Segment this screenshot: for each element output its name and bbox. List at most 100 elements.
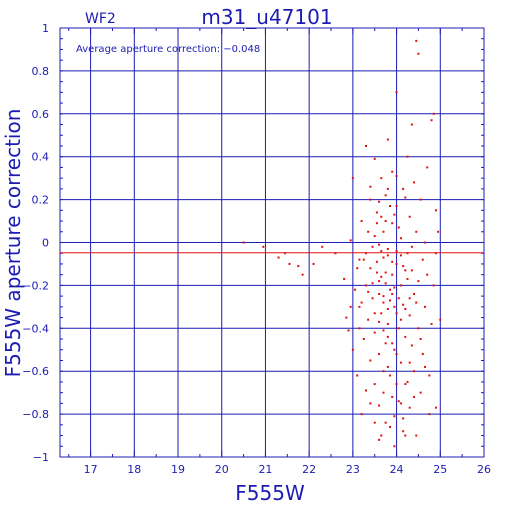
data-point xyxy=(371,297,374,300)
chart-title: m31_u47101 xyxy=(201,5,332,29)
grid xyxy=(59,27,485,458)
data-point xyxy=(423,305,426,308)
data-point xyxy=(402,303,405,306)
y-tick-label: −0.4 xyxy=(22,322,49,335)
data-point xyxy=(410,344,413,347)
x-tick-label: 20 xyxy=(215,463,229,476)
data-point xyxy=(393,445,396,448)
y-tick-label: −1 xyxy=(33,451,49,464)
data-point xyxy=(360,220,363,223)
data-point xyxy=(362,258,365,261)
y-tick-label: 0.4 xyxy=(32,151,50,164)
data-point xyxy=(397,297,400,300)
data-point xyxy=(432,284,435,287)
data-point xyxy=(371,245,374,248)
data-point xyxy=(384,194,387,197)
data-point xyxy=(413,370,416,373)
data-point xyxy=(404,434,407,437)
x-tick-label: 24 xyxy=(390,463,404,476)
data-point xyxy=(351,348,354,351)
data-point xyxy=(386,254,389,257)
data-point xyxy=(421,353,424,356)
data-point xyxy=(284,252,287,255)
data-point xyxy=(386,323,389,326)
data-point xyxy=(428,413,431,416)
x-tick-label: 19 xyxy=(171,463,185,476)
data-point xyxy=(375,260,378,263)
data-point xyxy=(417,327,420,330)
x-axis-label: F555W xyxy=(235,481,305,505)
data-point xyxy=(369,198,372,201)
data-point xyxy=(375,271,378,274)
data-point xyxy=(349,239,352,242)
data-point xyxy=(375,222,378,225)
data-point xyxy=(397,327,400,330)
data-point xyxy=(402,417,405,420)
data-point xyxy=(406,380,409,383)
data-point xyxy=(410,269,413,272)
data-point xyxy=(367,230,370,233)
data-point xyxy=(408,406,411,409)
data-point xyxy=(393,213,396,216)
data-point xyxy=(367,318,370,321)
data-point xyxy=(378,404,381,407)
data-point xyxy=(384,220,387,223)
data-point xyxy=(391,273,394,276)
data-point xyxy=(358,327,361,330)
data-point xyxy=(426,166,429,169)
data-point xyxy=(386,247,389,250)
data-point xyxy=(373,157,376,160)
data-point xyxy=(371,282,374,285)
data-point xyxy=(404,269,407,272)
y-tick-label: 0.8 xyxy=(32,65,50,78)
data-point xyxy=(391,222,394,225)
data-point xyxy=(421,258,424,261)
data-point xyxy=(382,230,385,233)
data-point xyxy=(373,331,376,334)
data-point xyxy=(375,211,378,214)
data-point xyxy=(408,215,411,218)
data-point xyxy=(356,374,359,377)
data-point xyxy=(386,365,389,368)
data-point xyxy=(399,237,402,240)
data-point xyxy=(277,256,280,259)
data-point xyxy=(432,112,435,115)
data-point xyxy=(369,359,372,362)
data-point xyxy=(380,434,383,437)
x-tick-label: 17 xyxy=(84,463,98,476)
data-point xyxy=(360,413,363,416)
data-point xyxy=(391,292,394,295)
data-point xyxy=(384,342,387,345)
data-point xyxy=(373,235,376,238)
data-point xyxy=(378,438,381,441)
data-point xyxy=(384,421,387,424)
data-point xyxy=(242,241,245,244)
data-point xyxy=(434,406,437,409)
data-point xyxy=(437,230,440,233)
data-point xyxy=(413,292,416,295)
y-axis-label: F555W aperture correction xyxy=(1,109,25,378)
data-point xyxy=(430,323,433,326)
data-point xyxy=(364,252,367,255)
data-point xyxy=(434,209,437,212)
data-point xyxy=(349,305,352,308)
y-tick-labels: −1 −0.8 −0.6 −0.4 −0.2 0 0.2 0.4 0.6 0.8 1 xyxy=(22,22,49,464)
data-point xyxy=(434,252,437,255)
data-point xyxy=(389,288,392,291)
data-point xyxy=(343,277,346,280)
data-point xyxy=(378,292,381,295)
data-point xyxy=(354,288,357,291)
data-point xyxy=(386,138,389,141)
data-point xyxy=(404,335,407,338)
data-point xyxy=(288,262,291,265)
data-point xyxy=(297,265,300,268)
data-point xyxy=(417,280,420,283)
data-point xyxy=(395,262,398,265)
data-point xyxy=(417,52,420,55)
data-point xyxy=(262,245,265,248)
data-point xyxy=(395,91,398,94)
data-point xyxy=(393,415,396,418)
data-point xyxy=(408,297,411,300)
data-point xyxy=(393,305,396,308)
